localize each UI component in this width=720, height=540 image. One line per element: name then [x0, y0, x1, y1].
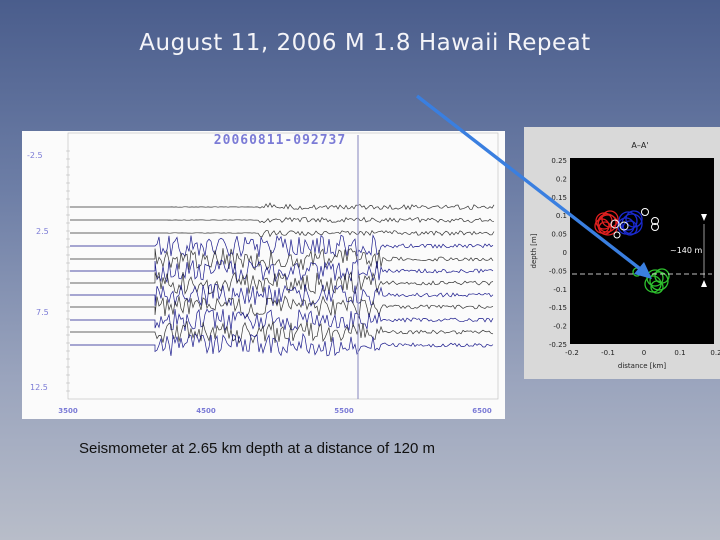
depth-tick-label: -0.1 [553, 286, 567, 294]
seismogram-panel: 20060811-092737 -2.5 2.5 7.5 12.5 3500 4… [22, 131, 505, 419]
seismic-trace [70, 271, 494, 295]
depth-tick-label: 0.2 [556, 175, 567, 183]
depth-tick-label: -0.05 [549, 267, 567, 275]
seismic-trace [70, 216, 495, 224]
depth-tick-label: -0.15 [549, 304, 567, 312]
traces [70, 202, 495, 357]
depth-tick-label: 0.1 [556, 212, 567, 220]
seismic-trace [70, 202, 495, 211]
depth-tick-label: 0.15 [551, 194, 567, 202]
x-tick-label: 4500 [196, 407, 216, 415]
seismogram-header: 20060811-092737 [214, 133, 346, 148]
depth-tick-label: 0.05 [551, 231, 567, 239]
cross-section-panel: A–A' 0.25 0.2 0.15 0.1 0.05 0 -0.05 -0.1 -0.15 -0… [524, 127, 720, 379]
depth-ticks: 0.25 0.2 0.15 0.1 0.05 0 -0.05 -0.1 -0.15 -0.2 -0.… [549, 157, 567, 349]
distance-tick-label: 0.1 [674, 349, 685, 357]
y-tick-label: 12.5 [30, 383, 48, 392]
seismic-trace [70, 259, 494, 284]
depth-tick-label: -0.25 [549, 341, 567, 349]
x-tick-label: 6500 [472, 407, 492, 415]
slide-title: August 11, 2006 M 1.8 Hawaii Repeat [139, 30, 591, 56]
seismic-trace [70, 321, 494, 344]
depth-axis-label: depth [m] [530, 233, 538, 268]
seismic-trace [70, 248, 494, 271]
depth-tick-label: 0 [563, 249, 567, 257]
section-title: A–A' [631, 141, 648, 150]
distance-tick-label: -0.2 [565, 349, 579, 357]
cross-section-svg: A–A' 0.25 0.2 0.15 0.1 0.05 0 -0.05 -0.1 -0.15 -0… [530, 141, 720, 370]
y-tick-label: -2.5 [27, 151, 43, 160]
seismic-trace [70, 295, 494, 320]
y-tick-label: 2.5 [36, 227, 49, 236]
seismic-trace [70, 308, 494, 332]
x-tick-label: 5500 [334, 407, 354, 415]
y-tick-label: 7.5 [36, 308, 49, 317]
marker-triangle-down [701, 214, 707, 221]
distance-tick-label: 0 [642, 349, 646, 357]
distance-ticks: -0.2 -0.1 0 0.1 0.2 [565, 349, 720, 357]
marker-triangle-up [701, 280, 707, 287]
seismic-trace [70, 230, 495, 238]
y-ticks [66, 150, 70, 392]
spacing-annotation: ~140 m [670, 246, 703, 255]
seismic-trace [70, 283, 494, 307]
depth-tick-label: 0.25 [551, 157, 567, 165]
distance-tick-label: 0.2 [710, 349, 720, 357]
depth-tick-label: -0.2 [553, 323, 567, 331]
seismic-trace [70, 234, 494, 258]
distance-axis-label: distance [km] [618, 362, 666, 370]
seismic-trace [70, 332, 494, 357]
x-tick-label: 3500 [58, 407, 78, 415]
caption: Seismometer at 2.65 km depth at a distan… [79, 440, 436, 457]
distance-tick-label: -0.1 [601, 349, 615, 357]
seismogram-svg: 20060811-092737 -2.5 2.5 7.5 12.5 3500 4… [27, 132, 499, 415]
